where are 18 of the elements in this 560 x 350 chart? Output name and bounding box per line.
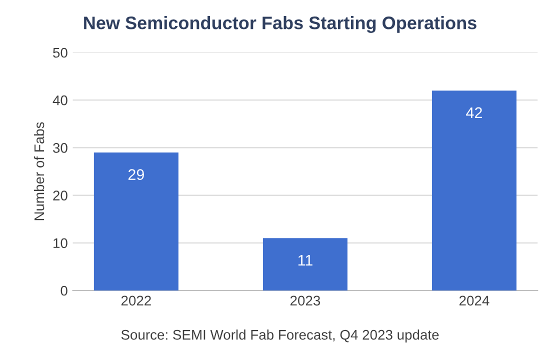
y-tick-label: 30 [53, 143, 68, 153]
x-tick-label: 2023 [290, 296, 320, 306]
bar [432, 90, 516, 290]
source-note: Source: SEMI World Fab Forecast, Q4 2023 update [121, 330, 439, 342]
chart-title: New Semiconductor Fabs Starting Operations [84, 16, 476, 33]
x-tick-label: 2024 [459, 296, 490, 306]
data-label: 42 [466, 107, 482, 118]
bar [262, 238, 348, 290]
data-label: 29 [128, 169, 144, 180]
bar [94, 152, 178, 290]
y-axis-title: Number of Fabs [34, 122, 44, 220]
y-tick-label: 0 [60, 286, 68, 296]
y-tick-label: 50 [53, 48, 68, 58]
y-tick-label: 40 [52, 95, 68, 106]
y-tick-label: 20 [53, 190, 68, 200]
x-tick-label: 2022 [121, 296, 151, 306]
data-label: 11 [298, 255, 312, 266]
y-tick-label: 10 [54, 238, 68, 248]
